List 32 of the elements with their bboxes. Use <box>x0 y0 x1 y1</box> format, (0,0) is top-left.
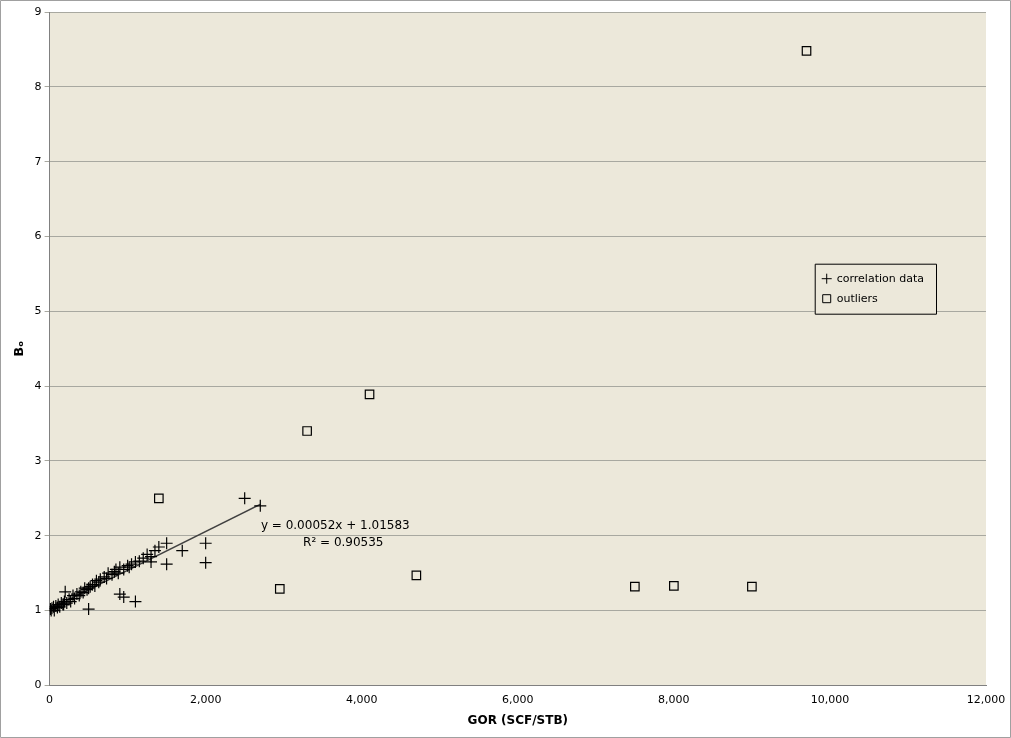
y-tick-label: 2 <box>34 528 42 542</box>
y-tick-label: 4 <box>34 378 42 392</box>
point <box>411 570 422 581</box>
y-tick-label: 7 <box>34 154 42 168</box>
y-tick-label: 6 <box>34 229 42 243</box>
point <box>364 389 375 400</box>
x-tick-label: 12,000 <box>966 692 1006 706</box>
legend-label: correlation data <box>836 271 924 285</box>
y-tick-label: 8 <box>34 79 42 93</box>
point <box>274 584 285 594</box>
point <box>154 493 164 504</box>
x-tick-label: 2,000 <box>189 692 222 706</box>
annotation: y = 0.00052x + 1.01583 <box>260 518 410 533</box>
y-tick-label: 3 <box>34 453 42 467</box>
y-axis-title: Bₒ <box>11 340 27 357</box>
point <box>669 581 679 591</box>
annotation: R² = 0.90535 <box>303 535 384 550</box>
point <box>302 426 312 436</box>
point <box>801 46 812 56</box>
y-tick-label: 1 <box>34 603 42 617</box>
x-tick-label: 10,000 <box>810 692 850 706</box>
x-tick-label: 8,000 <box>658 692 690 706</box>
x-axis-title: GOR (SCF/STB) <box>467 712 569 727</box>
x-tick-label: 4,000 <box>345 692 378 706</box>
point <box>747 581 757 592</box>
y-tick-label: 5 <box>34 304 42 318</box>
x-tick-label: 6,000 <box>502 692 534 706</box>
legend-label: outliers <box>836 291 879 305</box>
point <box>630 581 640 592</box>
y-tick-label: 0 <box>34 678 42 692</box>
y-tick-label: 9 <box>34 4 42 18</box>
x-tick-label: 0 <box>46 692 54 706</box>
